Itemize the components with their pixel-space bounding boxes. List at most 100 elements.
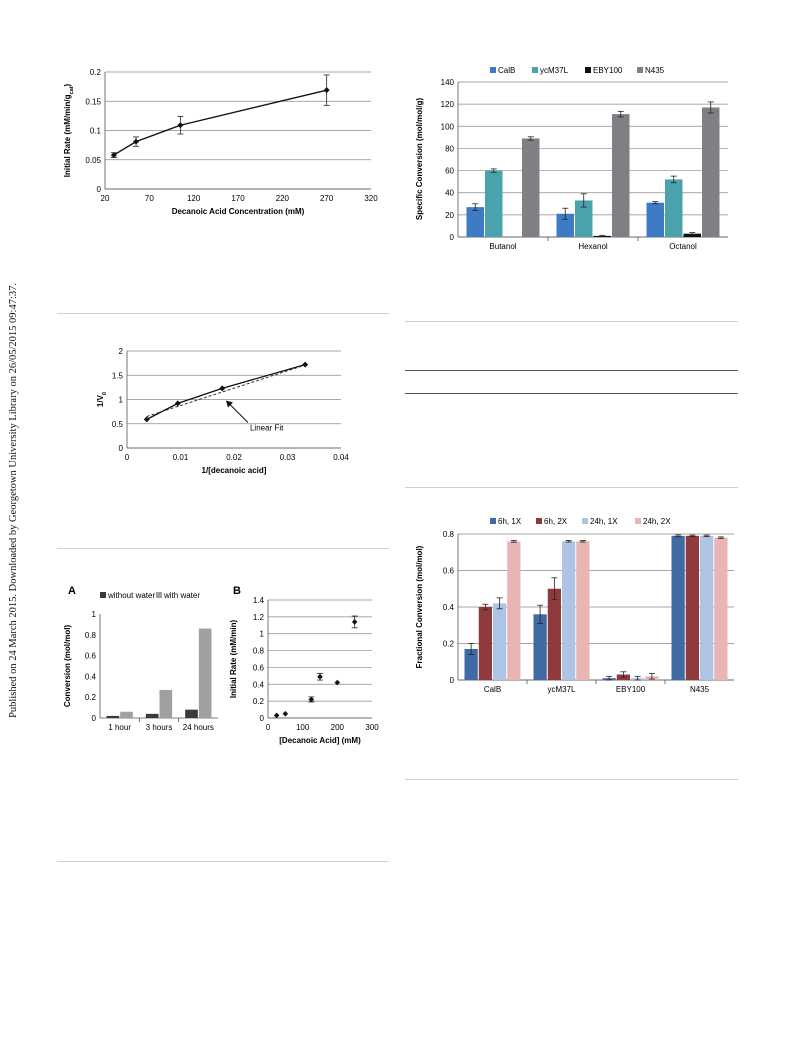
bar [683,233,701,237]
y-tick-label: 0.2 [90,68,102,77]
chart-lineweaver-burk: 0 0.5 1 1.5 2 0 0.01 0.02 0.03 0.04 1/[decanoic ac… [95,343,355,483]
y-tick-label: 40 [445,189,454,198]
panel-label: B [233,585,241,597]
legend-label: EBY100 [593,66,623,75]
x-tick-label: Butanol [489,242,516,251]
x-tick-label: EBY100 [616,685,646,694]
bar [522,138,540,237]
x-tick-label: 0 [266,723,271,732]
divider [405,779,738,780]
data-point [174,400,181,407]
y-tick-label: 120 [441,100,455,109]
bar [507,541,521,680]
bar [556,213,574,237]
legend-swatch [536,518,542,524]
y-tick-label: 0.05 [85,156,101,165]
annotation-label: Linear Fit [250,423,284,432]
chart-specific-conversion: 0 20 40 60 80 100 120 140 Butanol Hexanol Octanol C… [412,62,742,262]
divider [57,861,389,862]
bar [198,628,212,718]
x-tick-label: 320 [364,194,378,203]
x-tick-label: 0.04 [333,453,349,462]
y-tick-label: 0 [92,714,97,723]
bar [159,689,173,718]
divider [57,548,389,549]
x-tick-label: ycM37L [547,685,576,694]
y-tick-label: 0 [119,444,124,453]
y-tick-label: 1 [260,630,265,639]
bar [106,715,120,718]
y-tick-label: 2 [119,347,124,356]
linear-fit-line [146,364,306,417]
y-tick-label: 0.2 [85,693,97,702]
bar [714,537,728,680]
x-tick-label: 70 [145,194,154,203]
divider [405,321,738,322]
bar [466,207,484,237]
x-tick-label: 220 [276,194,290,203]
legend-swatch [582,518,588,524]
bar [485,170,503,237]
publication-note: Published on 24 March 2015. Downloaded b… [7,282,19,718]
x-tick-label: 170 [231,194,245,203]
bar [702,107,720,237]
y-tick-label: 0 [260,714,265,723]
legend-swatch [156,592,162,598]
legend-swatch [490,67,496,73]
y-tick-label: 0.5 [112,420,124,429]
y-tick-label: 140 [441,78,455,87]
x-tick-label: 1 hour [108,723,131,732]
y-tick-label: 0.2 [443,640,455,649]
y-axis-label: Conversion (mol/mol) [63,625,72,708]
data-point [351,619,358,625]
publication-sidebar: Published on 24 March 2015. Downloaded b… [4,180,22,820]
y-tick-label: 0.6 [85,652,97,661]
y-tick-label: 0.4 [443,603,455,612]
x-tick-label: 3 hours [146,723,173,732]
bar [671,535,685,680]
data-point [282,710,289,717]
x-tick-label: CalB [484,685,501,694]
legend-label: with water [163,591,200,600]
bar [562,541,576,680]
legend-label: 6h, 1X [498,517,522,526]
y-axis-label: Fractional Conversion (mol/mol) [415,545,424,668]
legend-swatch [100,592,106,598]
legend-label: 24h, 1X [590,517,618,526]
x-tick-label: 270 [320,194,334,203]
y-axis-label: 1/V0 [96,392,108,407]
y-tick-label: 1.5 [112,371,124,380]
data-point [273,712,280,719]
x-tick-label: N435 [690,685,710,694]
x-tick-label: Octanol [669,242,697,251]
y-axis-label: Initial Rate (mM/min/gcat) [63,83,75,177]
panel-label: A [68,585,76,597]
y-tick-label: 0.4 [253,680,265,689]
legend-swatch [637,67,643,73]
legend-swatch [532,67,538,73]
data-point [143,416,150,423]
x-axis-label: [Decanoic Acid] (mM) [279,736,361,745]
x-tick-label: 20 [101,194,110,203]
y-axis-label: Specific Conversion (mol/mol/g) [415,98,424,221]
x-axis-label: 1/[decanoic acid] [202,466,267,475]
y-tick-label: 0.6 [253,663,265,672]
data-point [219,385,226,392]
data-point [317,673,323,680]
bar [493,603,507,680]
x-tick-label: 0.02 [226,453,242,462]
y-tick-label: 1.2 [253,613,265,622]
divider [405,487,738,488]
y-tick-label: 0.15 [85,97,101,106]
x-tick-label: 0.01 [173,453,189,462]
table-rule-top [405,370,738,371]
data-point [133,138,140,145]
bar [665,179,683,237]
bar [185,709,198,718]
data-point [302,361,309,368]
y-tick-label: 0.1 [90,127,102,136]
legend-swatch [585,67,591,73]
x-tick-label: 300 [365,723,379,732]
legend-swatch [635,518,641,524]
annotation-arrowhead [225,400,233,408]
